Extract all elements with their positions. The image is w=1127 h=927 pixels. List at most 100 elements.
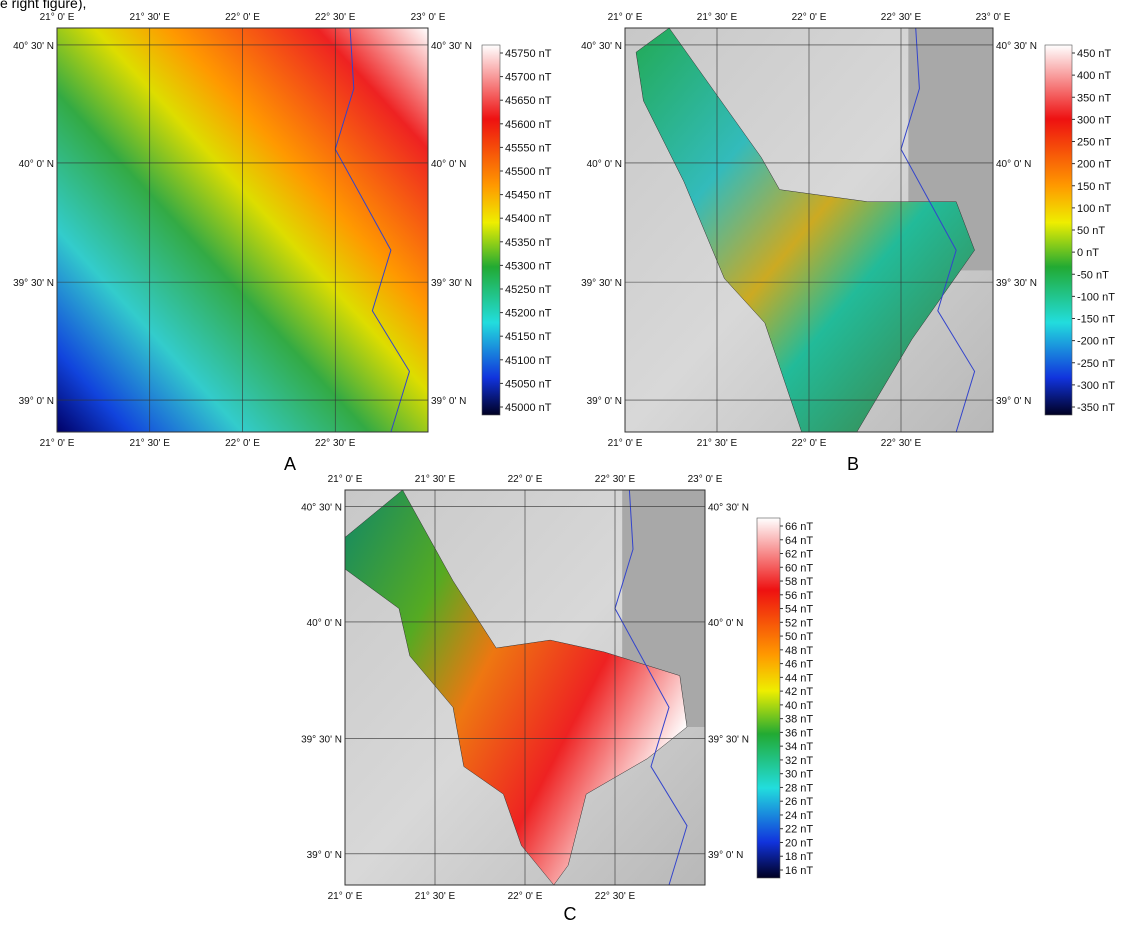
colorbar-label: -100 nT [1077,291,1115,303]
colorbar-label: 20 nT [785,837,813,849]
lat-label: 40° 0' N [996,159,1031,170]
colorbar-label: -300 nT [1077,380,1115,392]
colorbar-label: 54 nT [785,604,813,616]
colorbar-label: 22 nT [785,824,813,836]
colorbar-label: 150 nT [1077,181,1112,193]
lon-label: 22° 0' E [225,12,260,23]
colorbar-label: 40 nT [785,700,813,712]
colorbar-label: 16 nT [785,865,813,877]
maps: e right figure), 21° 0' E 21° 30' E 22° 0'… [0,0,1127,927]
panel-letter: B [847,454,859,474]
colorbar-label: 400 nT [1077,70,1112,82]
colorbar-label: -250 nT [1077,358,1115,370]
lon-label: 22° 0' E [792,12,827,23]
lon-label: 22° 30' E [595,891,636,902]
colorbar-label: 18 nT [785,851,813,863]
lon-label: 22° 30' E [595,474,636,485]
lon-label: 22° 30' E [881,438,922,449]
lat-label: 40° 30' N [708,503,749,514]
colorbar-label: 45100 nT [505,355,552,367]
lat-label: 39° 0' N [587,396,622,407]
colorbar-label: 45200 nT [505,308,552,320]
lat-label: 40° 0' N [307,618,342,629]
caption: e right figure), [0,0,86,11]
lon-label: 22° 0' E [508,891,543,902]
lon-label: 23° 0' E [411,12,446,23]
colorbar-label: 26 nT [785,796,813,808]
lat-label: 39° 0' N [431,396,466,407]
lon-label: 21° 0' E [40,12,75,23]
lat-label: 39° 0' N [19,396,54,407]
lon-label: 23° 0' E [688,474,723,485]
lon-label: 21° 30' E [697,12,738,23]
lat-label: 40° 30' N [301,503,342,514]
lat-label: 40° 0' N [708,618,743,629]
lon-label: 22° 30' E [315,12,356,23]
colorbar-label: -200 nT [1077,336,1115,348]
lon-label: 22° 30' E [881,12,922,23]
colorbar [482,45,500,415]
colorbar-label: 45700 nT [505,72,552,84]
lon-label: 21° 30' E [130,438,171,449]
lat-label: 40° 30' N [13,41,54,52]
lon-label: 21° 30' E [130,12,171,23]
colorbar-label: -150 nT [1077,314,1115,326]
colorbar [757,518,780,878]
colorbar-label: 200 nT [1077,159,1112,171]
colorbar-label: 52 nT [785,617,813,629]
colorbar-label: 34 nT [785,741,813,753]
colorbar-label: 58 nT [785,576,813,588]
colorbar-label: -50 nT [1077,269,1109,281]
lat-label: 40° 30' N [581,41,622,52]
colorbar-label: 300 nT [1077,114,1112,126]
colorbar-label: 30 nT [785,769,813,781]
colorbar-label: 46 nT [785,659,813,671]
lat-label: 39° 30' N [431,278,472,289]
colorbar-label: 24 nT [785,810,813,822]
panel-letter: A [284,454,296,474]
lon-label: 22° 0' E [792,438,827,449]
colorbar-label: 66 nT [785,521,813,533]
colorbar-label: 42 nT [785,686,813,698]
lon-label: 21° 0' E [40,438,75,449]
lat-label: 39° 0' N [708,850,743,861]
colorbar-label: 32 nT [785,755,813,767]
colorbar-label: 45500 nT [505,166,552,178]
lon-label: 21° 0' E [328,474,363,485]
colorbar-label: 45400 nT [505,213,552,225]
colorbar-label: 45250 nT [505,284,552,296]
lon-label: 21° 30' E [415,474,456,485]
lat-label: 39° 30' N [581,278,622,289]
colorbar-label: 50 nT [1077,225,1105,237]
colorbar-label: 0 nT [1077,247,1099,259]
colorbar-label: -350 nT [1077,402,1115,414]
colorbar-label: 45600 nT [505,119,552,131]
colorbar-label: 450 nT [1077,48,1112,60]
panel-letter: C [564,904,577,924]
lon-label: 21° 0' E [328,891,363,902]
lat-label: 40° 30' N [996,41,1037,52]
colorbar-label: 45750 nT [505,48,552,60]
lat-label: 40° 30' N [431,41,472,52]
colorbar-label: 56 nT [785,590,813,602]
colorbar-label: 38 nT [785,714,813,726]
colorbar-label: 45550 nT [505,142,552,154]
lon-label: 22° 30' E [315,438,356,449]
lat-label: 40° 0' N [19,159,54,170]
figure: e right figure), 21° 0' E 21° 30' E 22° 0'… [0,0,1127,927]
colorbar-label: 45000 nT [505,402,552,414]
colorbar [1045,45,1072,415]
lon-label: 21° 0' E [608,438,643,449]
colorbar-label: 350 nT [1077,92,1112,104]
lat-label: 39° 30' N [301,734,342,745]
lon-label: 22° 0' E [225,438,260,449]
lat-label: 39° 30' N [13,278,54,289]
lon-label: 21° 30' E [415,891,456,902]
lat-label: 39° 30' N [708,734,749,745]
colorbar-label: 44 nT [785,672,813,684]
colorbar-label: 45650 nT [505,95,552,107]
colorbar-label: 50 nT [785,631,813,643]
colorbar-label: 62 nT [785,549,813,561]
lat-label: 39° 0' N [307,850,342,861]
lon-label: 21° 30' E [697,438,738,449]
